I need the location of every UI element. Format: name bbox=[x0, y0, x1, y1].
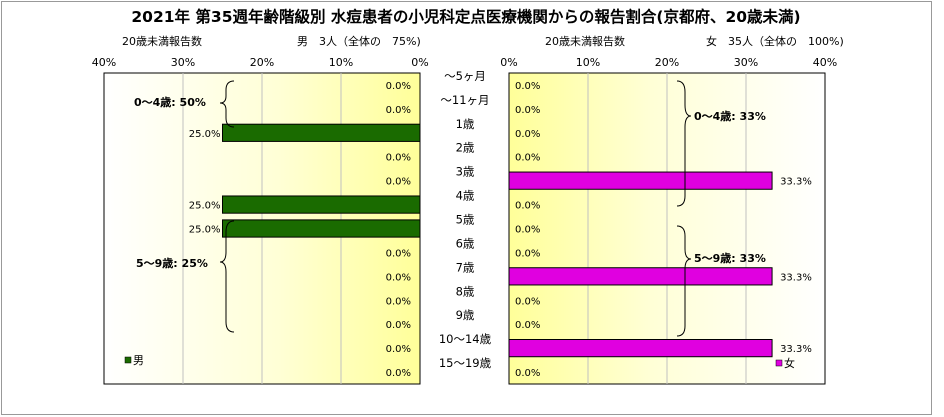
right-tick-label: 40% bbox=[813, 56, 837, 69]
left-brace-5-9 bbox=[219, 220, 235, 333]
left-tick-label: 40% bbox=[92, 56, 116, 69]
male-value-label: 25.0% bbox=[189, 129, 221, 140]
female-value-label: 0.0% bbox=[515, 201, 540, 212]
category-label: 9歳 bbox=[456, 308, 475, 322]
female-value-label: 33.3% bbox=[780, 177, 812, 188]
left-group-label-5-9: 5～9歳: 25% bbox=[136, 256, 208, 270]
male-value-label: 0.0% bbox=[386, 272, 411, 283]
right-series-info: 女 35人（全体の 100%) bbox=[706, 34, 844, 48]
male-value-label: 0.0% bbox=[386, 296, 411, 307]
female-value-label: 0.0% bbox=[515, 320, 540, 331]
left-tick-label: 10% bbox=[329, 56, 353, 69]
male-bar bbox=[222, 123, 421, 142]
category-label: 2歳 bbox=[456, 141, 475, 155]
legend-swatch-female bbox=[775, 359, 783, 367]
right-brace-0-4 bbox=[676, 80, 692, 207]
left-group-label-0-4: 0～4歳: 50% bbox=[134, 95, 206, 109]
category-label: 5歳 bbox=[456, 213, 475, 227]
female-value-label: 33.3% bbox=[780, 344, 812, 355]
category-label: 7歳 bbox=[456, 260, 475, 274]
male-bar bbox=[222, 219, 421, 238]
right-tick-label: 30% bbox=[734, 56, 758, 69]
right-tick-label: 0% bbox=[500, 56, 517, 69]
male-value-label: 0.0% bbox=[386, 177, 411, 188]
category-label: 15～19歳 bbox=[439, 356, 492, 370]
left-tick-label: 30% bbox=[171, 56, 195, 69]
right-group-label-0-4: 0～4歳: 33% bbox=[694, 109, 766, 123]
female-bar bbox=[508, 339, 773, 358]
male-value-label: 25.0% bbox=[189, 201, 221, 212]
legend-label-female: 女 bbox=[784, 356, 795, 370]
legend-swatch-male bbox=[124, 356, 132, 364]
female-value-label: 33.3% bbox=[780, 272, 812, 283]
female-value-label: 0.0% bbox=[515, 225, 540, 236]
category-label: 3歳 bbox=[456, 165, 475, 179]
male-value-label: 0.0% bbox=[386, 81, 411, 92]
male-value-label: 0.0% bbox=[386, 320, 411, 331]
male-value-label: 0.0% bbox=[386, 153, 411, 164]
male-value-label: 25.0% bbox=[189, 225, 221, 236]
right-brace-5-9 bbox=[676, 225, 692, 337]
right-tick-label: 10% bbox=[576, 56, 600, 69]
category-label: 4歳 bbox=[456, 189, 475, 203]
category-label: ～11ヶ月 bbox=[440, 93, 489, 107]
right-group-label-5-9: 5～9歳: 33% bbox=[694, 251, 766, 265]
left-tick-label: 20% bbox=[250, 56, 274, 69]
female-value-label: 0.0% bbox=[515, 81, 540, 92]
male-value-label: 0.0% bbox=[386, 368, 411, 379]
female-value-label: 0.0% bbox=[515, 296, 540, 307]
legend-label-male: 男 bbox=[133, 354, 144, 367]
category-label: 1歳 bbox=[456, 117, 475, 131]
category-label: 6歳 bbox=[456, 236, 475, 250]
male-value-label: 0.0% bbox=[386, 344, 411, 355]
female-value-label: 0.0% bbox=[515, 248, 540, 259]
female-value-label: 0.0% bbox=[515, 105, 540, 116]
chart-title: 2021年 第35週年齢階級別 水痘患者の小児科定点医療機関からの報告割合(京都… bbox=[131, 7, 800, 26]
female-bar bbox=[508, 267, 773, 286]
right-tick-label: 20% bbox=[655, 56, 679, 69]
left-series-info: 男 3人（全体の 75%) bbox=[297, 34, 421, 48]
male-bar bbox=[222, 195, 421, 214]
female-bar bbox=[508, 171, 773, 190]
female-value-label: 0.0% bbox=[515, 153, 540, 164]
left-tick-label: 0% bbox=[411, 56, 428, 69]
left-brace-0-4 bbox=[219, 80, 235, 128]
male-value-label: 0.0% bbox=[386, 248, 411, 259]
left-caption: 20歳未満報告数 bbox=[122, 35, 202, 48]
category-label: 10～14歳 bbox=[439, 332, 492, 346]
category-label: ～5ヶ月 bbox=[444, 69, 486, 83]
category-label: 8歳 bbox=[456, 284, 475, 298]
female-value-label: 0.0% bbox=[515, 368, 540, 379]
right-caption: 20歳未満報告数 bbox=[545, 35, 625, 48]
male-value-label: 0.0% bbox=[386, 105, 411, 116]
female-value-label: 0.0% bbox=[515, 129, 540, 140]
